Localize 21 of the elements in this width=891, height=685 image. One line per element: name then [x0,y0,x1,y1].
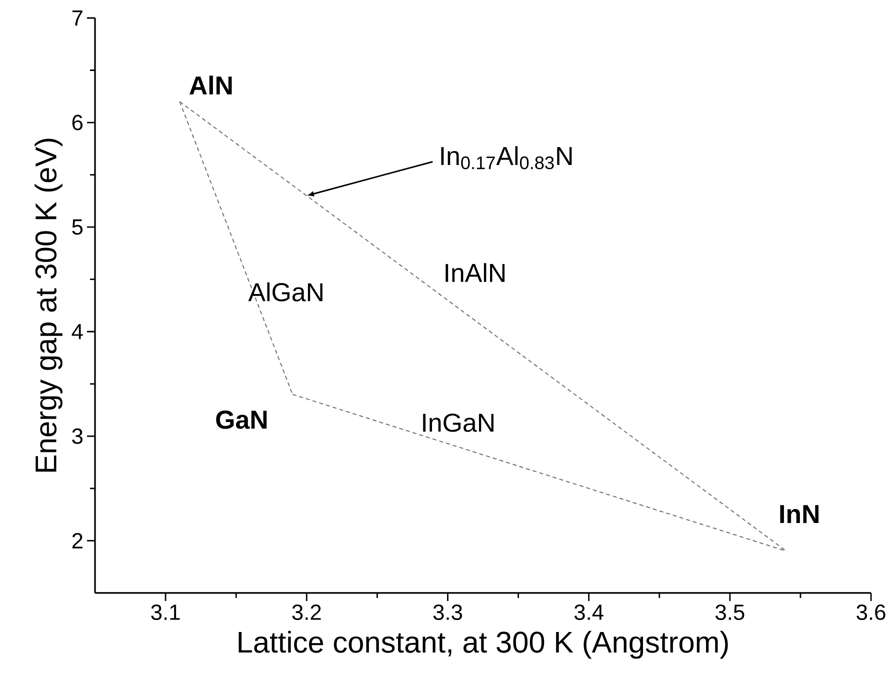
annotation: GaN [216,410,267,429]
annotation: InN [780,505,818,523]
y-tick-label: 5 [72,219,83,235]
y-tick-label: 4 [72,324,83,340]
x-tick-label: 3.2 [292,604,321,620]
x-tick-label: 3.1 [151,604,180,620]
y-tick-label: 7 [72,10,82,26]
annotation: In$_{0.17}$Al$_{0.83}$N [441,146,572,170]
y-tick-label: 2 [72,533,82,548]
y-tick-label: 6 [72,114,83,130]
x-tick-label: 3.4 [574,604,604,620]
annotation: InGaN [423,414,494,432]
y-axis-title: Energy gap at 300 K (eV) [34,138,62,472]
annotation: InAlN [446,263,505,282]
x-tick-label: 3.3 [433,604,462,620]
x-axis-title: Lattice constant, at 300 K (Angstrom) [238,630,728,659]
annotation: AlN [190,76,232,94]
x-tick-label: 3.6 [856,604,886,620]
x-tick-label: 3.5 [716,604,744,620]
y-tick-label: 3 [72,428,83,444]
annotation: AlGaN [248,282,322,302]
